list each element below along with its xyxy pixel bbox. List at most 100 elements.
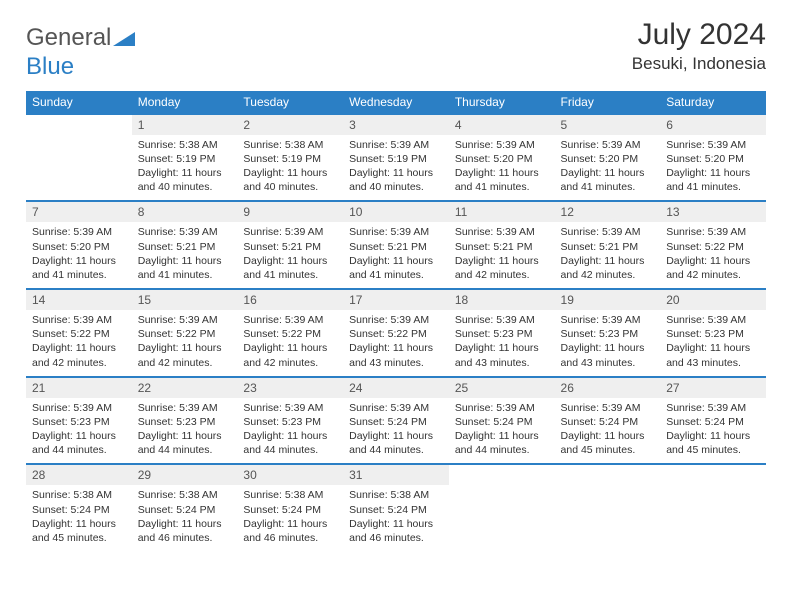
day-data-cell: Sunrise: 5:39 AMSunset: 5:23 PMDaylight:… [237,398,343,465]
sunset-line: Sunset: 5:22 PM [243,327,337,341]
day-number-cell: 11 [449,201,555,222]
day-data-row: Sunrise: 5:38 AMSunset: 5:24 PMDaylight:… [26,485,766,551]
day-data-cell: Sunrise: 5:38 AMSunset: 5:24 PMDaylight:… [132,485,238,551]
sunrise-line: Sunrise: 5:39 AM [561,313,655,327]
daylight-line: Daylight: 11 hours and 45 minutes. [32,517,126,545]
weekday-header: Thursday [449,91,555,114]
sunrise-line: Sunrise: 5:39 AM [349,313,443,327]
day-number-cell: 26 [555,377,661,398]
sunrise-line: Sunrise: 5:39 AM [666,313,760,327]
day-number-cell [660,464,766,485]
sunrise-line: Sunrise: 5:39 AM [243,313,337,327]
sunrise-line: Sunrise: 5:39 AM [561,225,655,239]
sunrise-line: Sunrise: 5:39 AM [561,401,655,415]
day-number-cell: 14 [26,289,132,310]
day-number-cell: 6 [660,114,766,135]
day-data-row: Sunrise: 5:38 AMSunset: 5:19 PMDaylight:… [26,135,766,202]
weekday-header: Tuesday [237,91,343,114]
daylight-line: Daylight: 11 hours and 45 minutes. [666,429,760,457]
day-data-cell: Sunrise: 5:39 AMSunset: 5:22 PMDaylight:… [132,310,238,377]
sunset-line: Sunset: 5:22 PM [32,327,126,341]
sunrise-line: Sunrise: 5:39 AM [455,313,549,327]
day-number-cell: 5 [555,114,661,135]
month-title: July 2024 [632,18,766,52]
day-number-cell: 9 [237,201,343,222]
weekday-header: Monday [132,91,238,114]
day-number-cell: 31 [343,464,449,485]
sunset-line: Sunset: 5:23 PM [32,415,126,429]
sunrise-line: Sunrise: 5:39 AM [243,225,337,239]
weekday-header: Friday [555,91,661,114]
daylight-line: Daylight: 11 hours and 44 minutes. [349,429,443,457]
day-number-cell: 24 [343,377,449,398]
weekday-header: Sunday [26,91,132,114]
day-number-cell: 3 [343,114,449,135]
day-data-cell [555,485,661,551]
weekday-row: SundayMondayTuesdayWednesdayThursdayFrid… [26,91,766,114]
sunrise-line: Sunrise: 5:38 AM [138,138,232,152]
logo-word2: Blue [26,53,74,80]
sunrise-line: Sunrise: 5:39 AM [243,401,337,415]
day-number-cell [449,464,555,485]
day-data-cell: Sunrise: 5:39 AMSunset: 5:21 PMDaylight:… [449,222,555,289]
daylight-line: Daylight: 11 hours and 42 minutes. [32,341,126,369]
daylight-line: Daylight: 11 hours and 44 minutes. [455,429,549,457]
daylight-line: Daylight: 11 hours and 41 minutes. [561,166,655,194]
daylight-line: Daylight: 11 hours and 41 minutes. [138,254,232,282]
location: Besuki, Indonesia [632,54,766,74]
sunset-line: Sunset: 5:19 PM [349,152,443,166]
day-data-cell: Sunrise: 5:39 AMSunset: 5:22 PMDaylight:… [26,310,132,377]
sunset-line: Sunset: 5:23 PM [243,415,337,429]
sunrise-line: Sunrise: 5:39 AM [138,225,232,239]
day-number-cell: 29 [132,464,238,485]
daylight-line: Daylight: 11 hours and 41 minutes. [32,254,126,282]
day-data-cell: Sunrise: 5:39 AMSunset: 5:24 PMDaylight:… [343,398,449,465]
day-number-cell [26,114,132,135]
day-number-cell: 28 [26,464,132,485]
sunset-line: Sunset: 5:21 PM [138,240,232,254]
sunrise-line: Sunrise: 5:38 AM [32,488,126,502]
daylight-line: Daylight: 11 hours and 46 minutes. [243,517,337,545]
day-number-cell: 4 [449,114,555,135]
sunrise-line: Sunrise: 5:38 AM [349,488,443,502]
sunset-line: Sunset: 5:20 PM [32,240,126,254]
daylight-line: Daylight: 11 hours and 42 minutes. [455,254,549,282]
sunrise-line: Sunrise: 5:39 AM [666,225,760,239]
day-number-cell: 1 [132,114,238,135]
day-data-cell: Sunrise: 5:39 AMSunset: 5:20 PMDaylight:… [660,135,766,202]
logo-text: GeneralBlue [26,24,135,81]
sunset-line: Sunset: 5:24 PM [138,503,232,517]
sunset-line: Sunset: 5:24 PM [561,415,655,429]
day-number-cell: 18 [449,289,555,310]
sunset-line: Sunset: 5:24 PM [455,415,549,429]
day-number-cell: 23 [237,377,343,398]
day-data-cell: Sunrise: 5:39 AMSunset: 5:21 PMDaylight:… [343,222,449,289]
sunset-line: Sunset: 5:22 PM [666,240,760,254]
logo-triangle-icon [113,25,135,53]
day-number-cell: 8 [132,201,238,222]
sunrise-line: Sunrise: 5:39 AM [349,401,443,415]
day-number-row: 21222324252627 [26,377,766,398]
day-data-cell: Sunrise: 5:39 AMSunset: 5:24 PMDaylight:… [449,398,555,465]
sunset-line: Sunset: 5:21 PM [455,240,549,254]
day-number-cell: 15 [132,289,238,310]
day-number-cell: 27 [660,377,766,398]
day-data-cell: Sunrise: 5:39 AMSunset: 5:22 PMDaylight:… [660,222,766,289]
day-data-cell: Sunrise: 5:39 AMSunset: 5:20 PMDaylight:… [449,135,555,202]
day-data-cell: Sunrise: 5:39 AMSunset: 5:24 PMDaylight:… [660,398,766,465]
sunrise-line: Sunrise: 5:39 AM [32,313,126,327]
sunset-line: Sunset: 5:24 PM [32,503,126,517]
day-data-cell: Sunrise: 5:39 AMSunset: 5:23 PMDaylight:… [555,310,661,377]
sunrise-line: Sunrise: 5:38 AM [138,488,232,502]
daylight-line: Daylight: 11 hours and 43 minutes. [349,341,443,369]
sunrise-line: Sunrise: 5:39 AM [455,138,549,152]
daylight-line: Daylight: 11 hours and 41 minutes. [349,254,443,282]
sunset-line: Sunset: 5:24 PM [349,415,443,429]
day-number-cell: 17 [343,289,449,310]
sunrise-line: Sunrise: 5:39 AM [666,401,760,415]
sunset-line: Sunset: 5:19 PM [138,152,232,166]
day-number-cell: 16 [237,289,343,310]
day-data-cell: Sunrise: 5:39 AMSunset: 5:23 PMDaylight:… [132,398,238,465]
sunrise-line: Sunrise: 5:39 AM [32,225,126,239]
sunrise-line: Sunrise: 5:39 AM [349,138,443,152]
